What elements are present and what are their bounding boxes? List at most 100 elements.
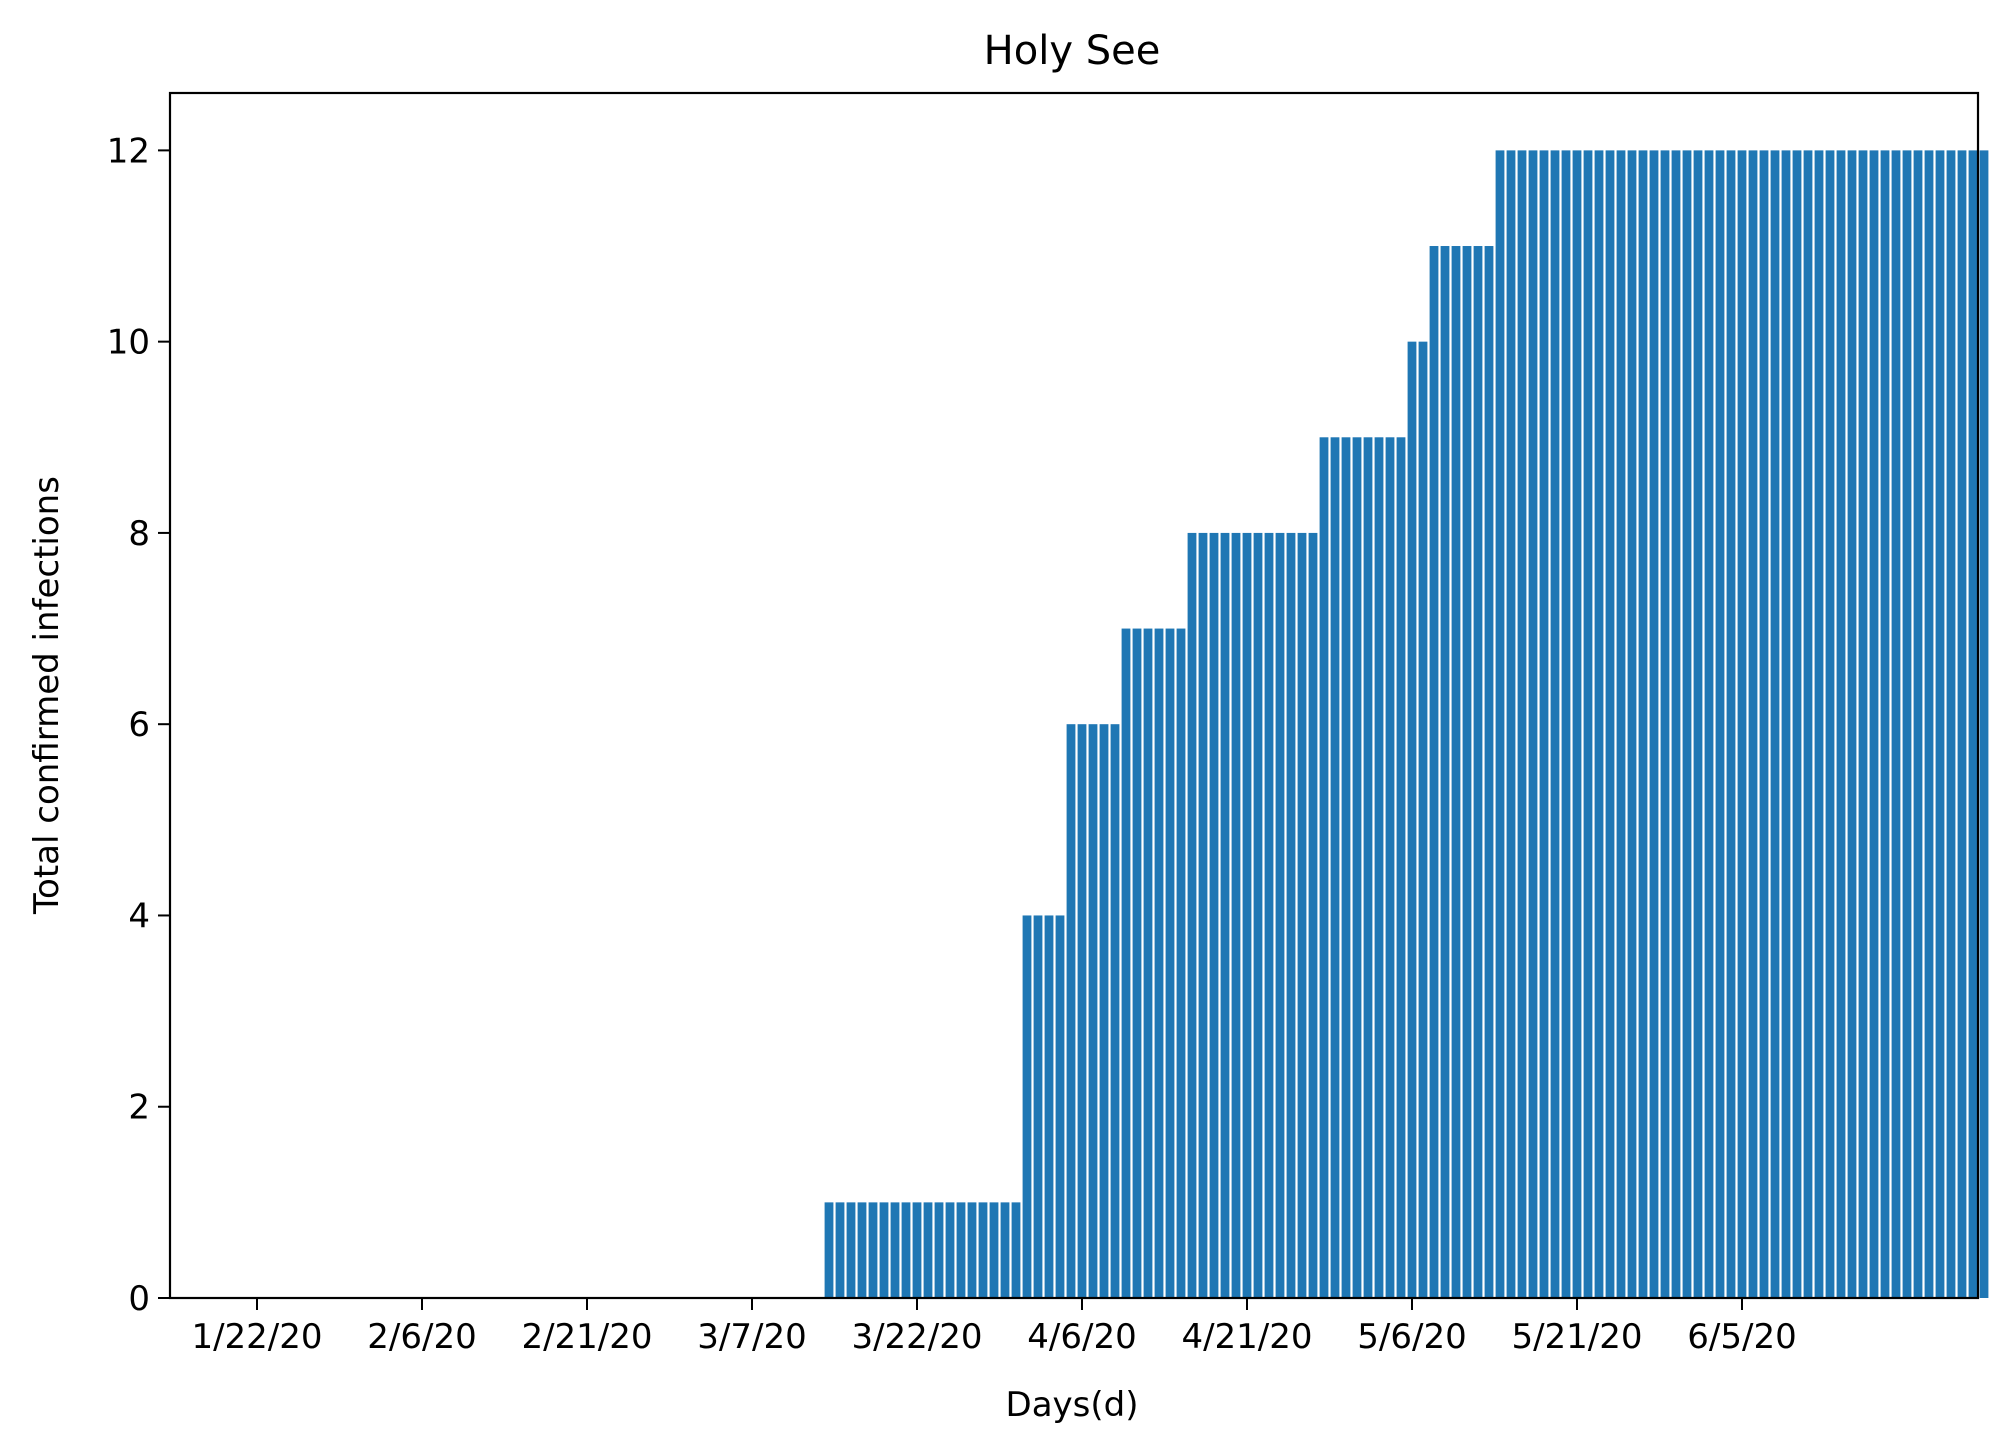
bar: [1264, 532, 1274, 1298]
bar: [1407, 341, 1417, 1298]
x-tick-label: 5/6/20: [1357, 1317, 1466, 1357]
bar: [978, 1202, 988, 1298]
bar: [1649, 150, 1659, 1298]
bar: [1022, 915, 1032, 1298]
bar: [1660, 150, 1670, 1298]
bar: [1220, 532, 1230, 1298]
bar: [956, 1202, 966, 1298]
bar: [1946, 150, 1956, 1298]
bar: [1396, 437, 1406, 1298]
x-tick-label: 6/5/20: [1687, 1317, 1796, 1357]
bar: [1088, 724, 1098, 1298]
bar: [1165, 628, 1175, 1298]
bar: [1187, 532, 1197, 1298]
bar: [1957, 150, 1967, 1298]
bar: [1473, 246, 1483, 1298]
bar: [1352, 437, 1362, 1298]
bar: [1704, 150, 1714, 1298]
bar: [1693, 150, 1703, 1298]
bar: [835, 1202, 845, 1298]
y-tick-label: 6: [128, 705, 150, 745]
bar: [824, 1202, 834, 1298]
bar: [1121, 628, 1131, 1298]
bar: [1583, 150, 1593, 1298]
bar: [868, 1202, 878, 1298]
y-tick-label: 8: [128, 514, 150, 554]
bar: [1198, 532, 1208, 1298]
bar: [1132, 628, 1142, 1298]
bar: [1605, 150, 1615, 1298]
bar: [1561, 150, 1571, 1298]
bar: [1154, 628, 1164, 1298]
bar: [1253, 532, 1263, 1298]
bar: [1979, 150, 1989, 1298]
bar: [857, 1202, 867, 1298]
bar: [1506, 150, 1516, 1298]
y-tick-label: 10: [107, 323, 150, 363]
bar: [1858, 150, 1868, 1298]
bar: [1286, 532, 1296, 1298]
bar: [1231, 532, 1241, 1298]
bar: [1308, 532, 1318, 1298]
bar: [879, 1202, 889, 1298]
bar: [1880, 150, 1890, 1298]
bars-layer: [824, 150, 1989, 1298]
bar: [945, 1202, 955, 1298]
bar: [1528, 150, 1538, 1298]
bar: [1517, 150, 1527, 1298]
bar: [1011, 1202, 1021, 1298]
y-axis: 0 2 4 6 8 10 12: [107, 131, 170, 1319]
x-axis: 1/22/20 2/6/20 2/21/20 3/7/20 3/22/20 4/6/20 4…: [191, 1298, 1797, 1357]
bar: [1594, 150, 1604, 1298]
bar: [1913, 150, 1923, 1298]
bar: [1176, 628, 1186, 1298]
bar: [1429, 246, 1439, 1298]
bar: [1935, 150, 1945, 1298]
bar: [1462, 246, 1472, 1298]
x-axis-title: Days(d): [1006, 1385, 1139, 1425]
bar: [1297, 532, 1307, 1298]
bar: [1550, 150, 1560, 1298]
bar: [1484, 246, 1494, 1298]
bar: [1748, 150, 1758, 1298]
x-tick-label: 3/22/20: [851, 1317, 982, 1357]
bar: [1099, 724, 1109, 1298]
bar: [1847, 150, 1857, 1298]
bar: [1143, 628, 1153, 1298]
bar: [1825, 150, 1835, 1298]
bar: [923, 1202, 933, 1298]
bar: [967, 1202, 977, 1298]
bar: [1055, 915, 1065, 1298]
bar: [1110, 724, 1120, 1298]
bar: [912, 1202, 922, 1298]
bar: [1726, 150, 1736, 1298]
bar: [1033, 915, 1043, 1298]
bar: [1737, 150, 1747, 1298]
bar: [1781, 150, 1791, 1298]
y-tick-label: 12: [107, 131, 150, 171]
bar: [1539, 150, 1549, 1298]
bar: [1638, 150, 1648, 1298]
bar: [1572, 150, 1582, 1298]
bar: [1066, 724, 1076, 1298]
bar: [1275, 532, 1285, 1298]
bar: [1682, 150, 1692, 1298]
bar: [901, 1202, 911, 1298]
bar: [1836, 150, 1846, 1298]
bar: [1671, 150, 1681, 1298]
bar: [1814, 150, 1824, 1298]
bar: [1418, 341, 1428, 1298]
x-tick-label: 4/21/20: [1181, 1317, 1312, 1357]
bar: [1770, 150, 1780, 1298]
y-tick-label: 0: [128, 1279, 150, 1319]
bar: [1363, 437, 1373, 1298]
bar: [890, 1202, 900, 1298]
bar: [1341, 437, 1351, 1298]
x-tick-label: 3/7/20: [697, 1317, 806, 1357]
x-tick-label: 1/22/20: [191, 1317, 322, 1357]
y-tick-label: 2: [128, 1088, 150, 1128]
x-tick-label: 5/21/20: [1511, 1317, 1642, 1357]
bar: [1000, 1202, 1010, 1298]
x-tick-label: 2/6/20: [367, 1317, 476, 1357]
